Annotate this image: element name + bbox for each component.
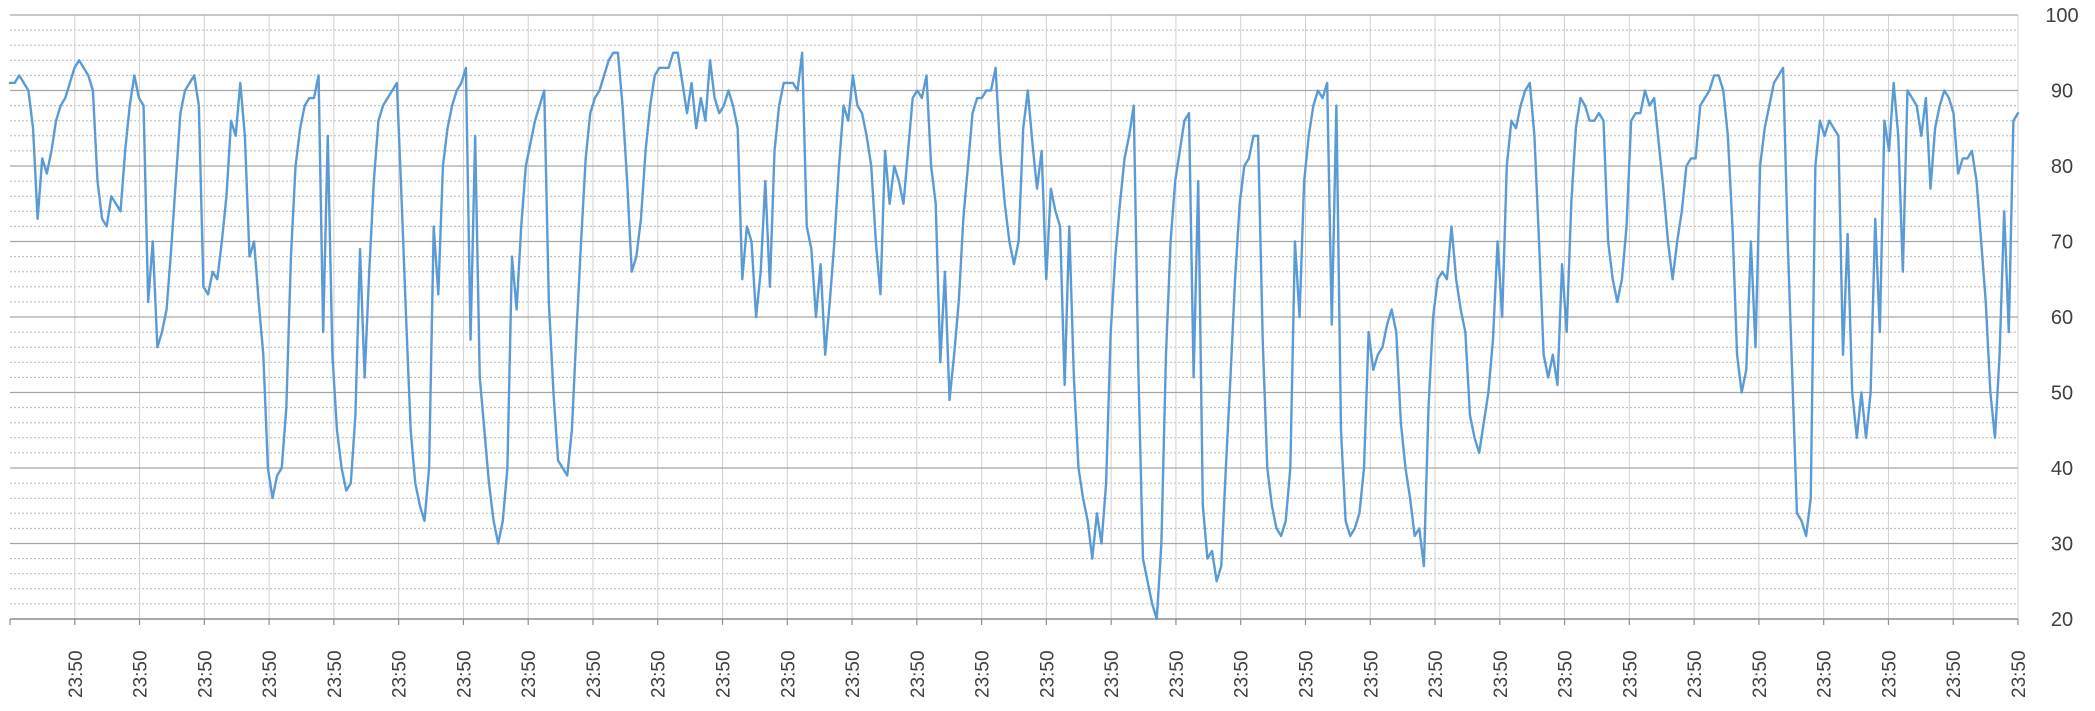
x-tick-label: 23:50 bbox=[1232, 650, 1253, 698]
series-line bbox=[8, 51, 2020, 621]
x-tick-label: 23:50 bbox=[714, 650, 735, 698]
x-tick-label: 23:50 bbox=[1815, 650, 1836, 698]
x-tick-label: 23:50 bbox=[325, 650, 346, 698]
y-tick-label: 60 bbox=[2051, 307, 2073, 329]
x-tick-label: 23:50 bbox=[66, 650, 87, 698]
x-tick-label: 23:50 bbox=[131, 650, 152, 698]
x-tick-label: 23:50 bbox=[1426, 650, 1447, 698]
y-tick-label: 80 bbox=[2051, 156, 2073, 178]
x-tick-label: 23:50 bbox=[973, 650, 994, 698]
x-tick-label: 23:50 bbox=[1685, 650, 1706, 698]
y-tick-label: 90 bbox=[2051, 81, 2073, 103]
y-tick-label: 30 bbox=[2051, 534, 2073, 556]
x-tick-label: 23:50 bbox=[519, 650, 540, 698]
x-tick-label: 23:50 bbox=[454, 650, 475, 698]
x-axis bbox=[9, 618, 2019, 625]
x-tick-label: 23:50 bbox=[1750, 650, 1771, 698]
x-tick-label: 23:50 bbox=[260, 650, 281, 698]
x-tick-label: 23:50 bbox=[843, 650, 864, 698]
y-tick-label: 100 bbox=[2045, 5, 2078, 27]
x-tick-label: 23:50 bbox=[1037, 650, 1058, 698]
x-tick-label: 23:50 bbox=[1620, 650, 1641, 698]
x-tick-label: 23:50 bbox=[778, 650, 799, 698]
x-tick-label: 23:50 bbox=[1361, 650, 1382, 698]
minor-gridlines bbox=[10, 29, 2018, 605]
y-tick-label: 20 bbox=[2051, 609, 2073, 631]
x-tick-label: 23:50 bbox=[1879, 650, 1900, 698]
x-tick-label: 23:50 bbox=[195, 650, 216, 698]
x-tick-label: 23:50 bbox=[2009, 650, 2030, 698]
x-tick-label: 23:50 bbox=[1296, 650, 1317, 698]
x-tick-label: 23:50 bbox=[1944, 650, 1965, 698]
x-axis-tick-labels: 23:50 23:50 23:50 23:50 23:50 23:50 23:50 23:50… bbox=[66, 650, 2030, 698]
y-tick-label: 70 bbox=[2051, 232, 2073, 254]
y-tick-label: 50 bbox=[2051, 383, 2073, 405]
x-tick-label: 23:50 bbox=[1556, 650, 1577, 698]
major-gridlines bbox=[10, 14, 2018, 545]
x-tick-label: 23:50 bbox=[649, 650, 670, 698]
x-tick-label: 23:50 bbox=[584, 650, 605, 698]
x-tick-label: 23:50 bbox=[1102, 650, 1123, 698]
x-tick-label: 23:50 bbox=[908, 650, 929, 698]
x-tick-label: 23:50 bbox=[1491, 650, 1512, 698]
series-layer bbox=[8, 51, 2020, 621]
y-tick-label: 40 bbox=[2051, 458, 2073, 480]
x-tick-label: 23:50 bbox=[390, 650, 411, 698]
x-tick-label: 23:50 bbox=[1167, 650, 1188, 698]
y-axis-tick-labels: 20 30 40 50 60 70 80 90 100 bbox=[2045, 5, 2078, 631]
